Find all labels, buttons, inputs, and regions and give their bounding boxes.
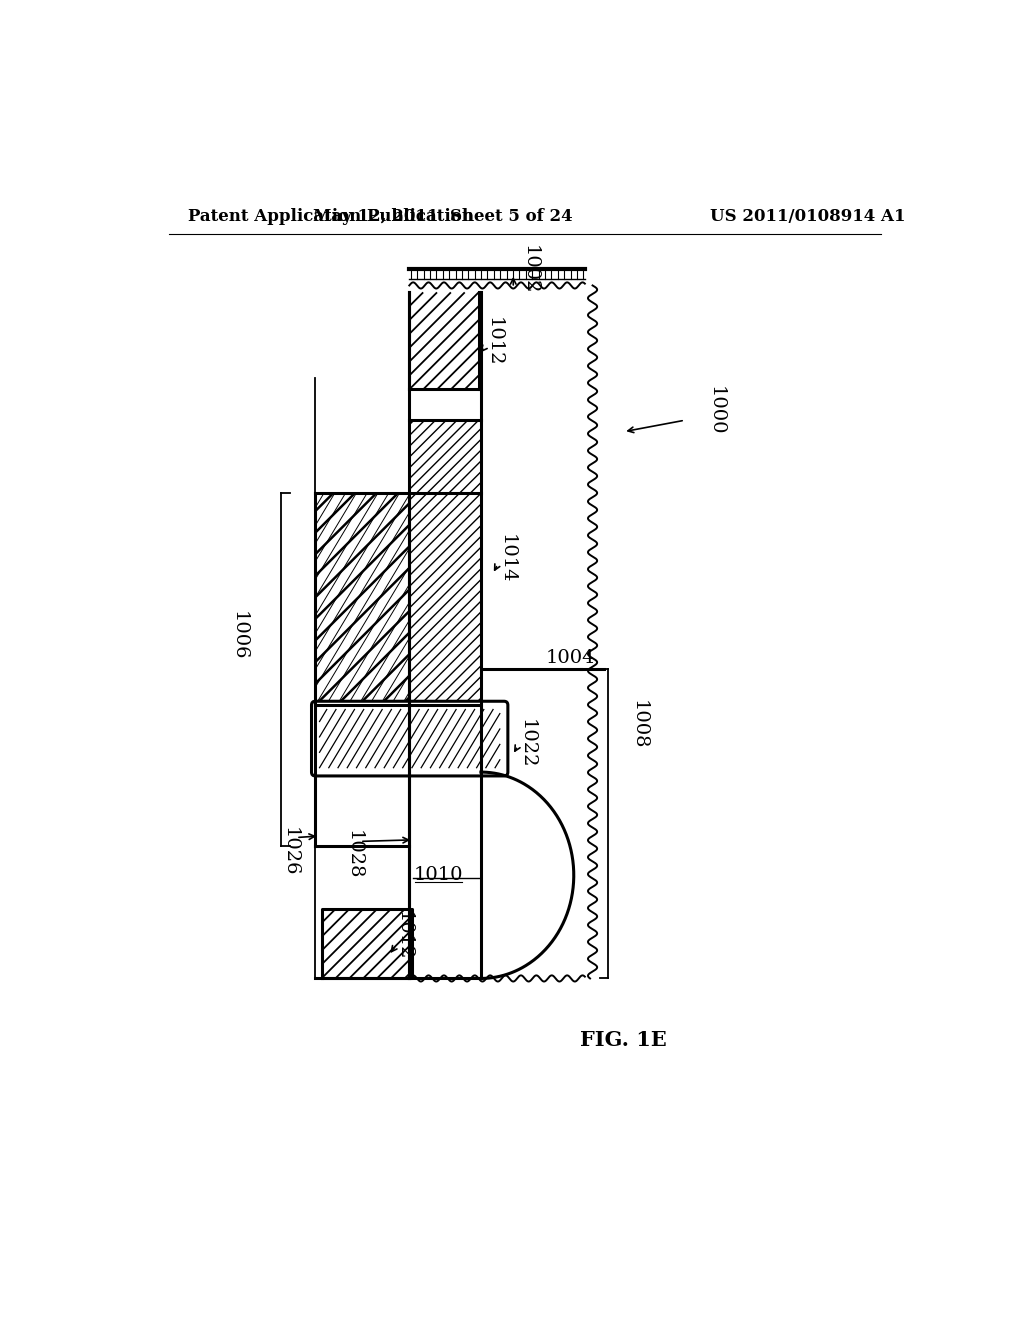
- Text: 1028: 1028: [345, 830, 362, 880]
- Text: 1026: 1026: [281, 826, 299, 876]
- Text: 1022: 1022: [518, 719, 536, 768]
- Text: 1004: 1004: [546, 648, 595, 667]
- Text: Patent Application Publication: Patent Application Publication: [188, 209, 474, 226]
- Text: 1008: 1008: [630, 700, 648, 750]
- Text: FIG. 1E: FIG. 1E: [580, 1030, 667, 1049]
- Text: US 2011/0108914 A1: US 2011/0108914 A1: [711, 209, 906, 226]
- Text: 1014: 1014: [498, 535, 516, 583]
- Text: 1012: 1012: [394, 911, 412, 961]
- Text: 1000: 1000: [707, 387, 725, 436]
- FancyBboxPatch shape: [311, 701, 508, 776]
- Text: May 12, 2011  Sheet 5 of 24: May 12, 2011 Sheet 5 of 24: [312, 209, 572, 226]
- Text: 1002: 1002: [521, 246, 539, 294]
- Text: 1012: 1012: [484, 317, 503, 367]
- Text: 1010: 1010: [414, 866, 463, 883]
- Text: 1006: 1006: [229, 611, 248, 660]
